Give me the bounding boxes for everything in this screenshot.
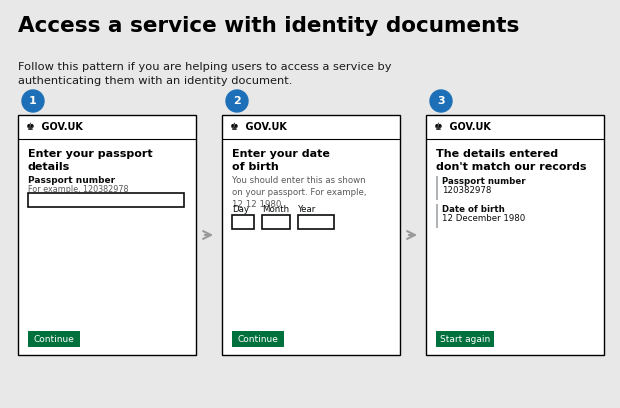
Text: Access a service with identity documents: Access a service with identity documents (18, 16, 520, 36)
Text: The details entered
don't match our records: The details entered don't match our reco… (436, 149, 587, 172)
Text: Continue: Continue (33, 335, 74, 344)
Bar (232, 215, 254, 228)
Text: 120382978: 120382978 (442, 186, 492, 195)
Circle shape (22, 90, 44, 112)
Bar (426, 115, 604, 355)
Text: ♚  GOV.UK: ♚ GOV.UK (26, 122, 83, 132)
Text: ♚  GOV.UK: ♚ GOV.UK (434, 122, 491, 132)
Text: Enter your passport
details: Enter your passport details (28, 149, 153, 172)
Text: Start again: Start again (440, 335, 490, 344)
Text: For example, 120382978: For example, 120382978 (28, 185, 128, 194)
Bar (28, 331, 80, 347)
Bar (436, 204, 438, 228)
Circle shape (430, 90, 452, 112)
Text: Passport number: Passport number (28, 176, 115, 185)
Bar (222, 115, 400, 355)
Bar (232, 331, 284, 347)
Text: Date of birth: Date of birth (442, 205, 505, 214)
Text: 12 December 1980: 12 December 1980 (442, 214, 525, 223)
Bar (262, 215, 290, 228)
Text: Enter your date
of birth: Enter your date of birth (232, 149, 330, 172)
Bar (436, 176, 438, 200)
Text: Month: Month (262, 206, 289, 215)
Text: Passport number: Passport number (442, 177, 526, 186)
Text: Day: Day (232, 206, 249, 215)
Text: ♚  GOV.UK: ♚ GOV.UK (230, 122, 287, 132)
Circle shape (226, 90, 248, 112)
Text: Continue: Continue (237, 335, 278, 344)
Text: Year: Year (298, 206, 316, 215)
Text: Follow this pattern if you are helping users to access a service by
authenticati: Follow this pattern if you are helping u… (18, 62, 391, 86)
Bar (298, 215, 334, 228)
Text: 1: 1 (29, 96, 37, 106)
Bar (28, 193, 184, 207)
Text: 3: 3 (437, 96, 445, 106)
Text: 2: 2 (233, 96, 241, 106)
Text: You should enter this as shown
on your passport. For example,
12 12 1980: You should enter this as shown on your p… (232, 176, 366, 208)
Bar (18, 115, 196, 355)
Bar (436, 331, 494, 347)
